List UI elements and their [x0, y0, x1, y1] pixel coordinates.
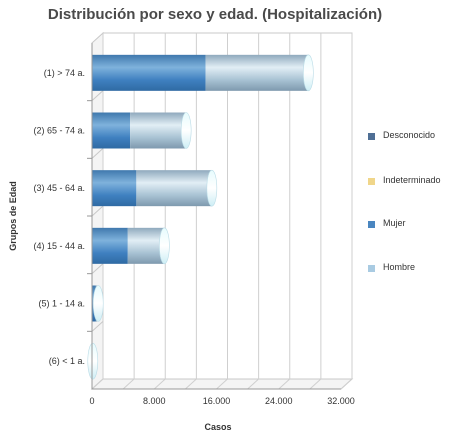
legend-swatch [368, 265, 375, 272]
grid-floor-line [278, 378, 291, 390]
bar-end-cap [159, 227, 170, 265]
grid-floor-line [153, 378, 166, 390]
legend-swatch [368, 133, 375, 140]
bar-end-cap [92, 285, 104, 322]
bar-segment [127, 227, 165, 264]
legend-swatch [368, 178, 375, 185]
y-tick-label: (3) 45 - 64 a. [33, 183, 85, 193]
bar-segment [92, 227, 128, 264]
grid-floor-line [122, 378, 135, 390]
bar-segment [92, 54, 206, 91]
bar-end-cap [303, 54, 314, 92]
category-divider [91, 263, 104, 275]
bar-end-cap [206, 169, 218, 207]
legend-item[interactable]: Desconocido [368, 130, 450, 144]
x-axis-title: Casos [204, 422, 231, 432]
y-tick-label: (5) 1 - 14 a. [38, 299, 85, 309]
x-tick-label: 8.000 [143, 396, 166, 406]
legend-swatch [368, 221, 375, 228]
grid-floor-line [216, 378, 228, 390]
legend-label: Hombre [383, 262, 416, 272]
y-axis-title: Grupos de Edad [8, 181, 18, 251]
category-divider [91, 320, 104, 332]
grid-floor-line [185, 378, 197, 390]
legend-label: Desconocido [383, 130, 436, 140]
grid-floor-line [91, 378, 104, 390]
legend-item[interactable]: Indeterminado [368, 175, 450, 189]
legend-item[interactable]: Mujer [368, 218, 450, 232]
bar-end-cap [87, 342, 99, 380]
bar-segment [130, 112, 187, 149]
grid-floor-line [309, 378, 322, 390]
category-divider [91, 147, 104, 159]
category-divider [91, 205, 104, 217]
y-tick-label: (4) 15 - 44 a. [33, 241, 85, 251]
grid-floor-line [340, 378, 353, 390]
bar-end-cap [180, 112, 192, 149]
x-tick-label: 32.000 [327, 396, 355, 406]
x-tick-label: 24.000 [265, 396, 293, 406]
bar-segment [136, 170, 212, 207]
y-tick-label: (2) 65 - 74 a. [33, 126, 85, 136]
legend-label: Mujer [383, 218, 406, 228]
bar-segment [92, 170, 137, 207]
y-tick-label: (6) < 1 a. [49, 356, 85, 366]
chart-title: Distribución por sexo y edad. (Hospitali… [47, 6, 383, 23]
bar-segment [205, 54, 309, 91]
y-tick-label: (1) > 74 a. [44, 68, 85, 78]
grid-floor-line [247, 378, 259, 390]
bar-segment [92, 112, 131, 149]
legend-item[interactable]: Hombre [368, 262, 450, 276]
x-tick-label: 0 [89, 396, 94, 406]
legend-label: Indeterminado [383, 175, 441, 185]
category-divider [91, 90, 104, 102]
x-tick-label: 16.000 [203, 396, 231, 406]
